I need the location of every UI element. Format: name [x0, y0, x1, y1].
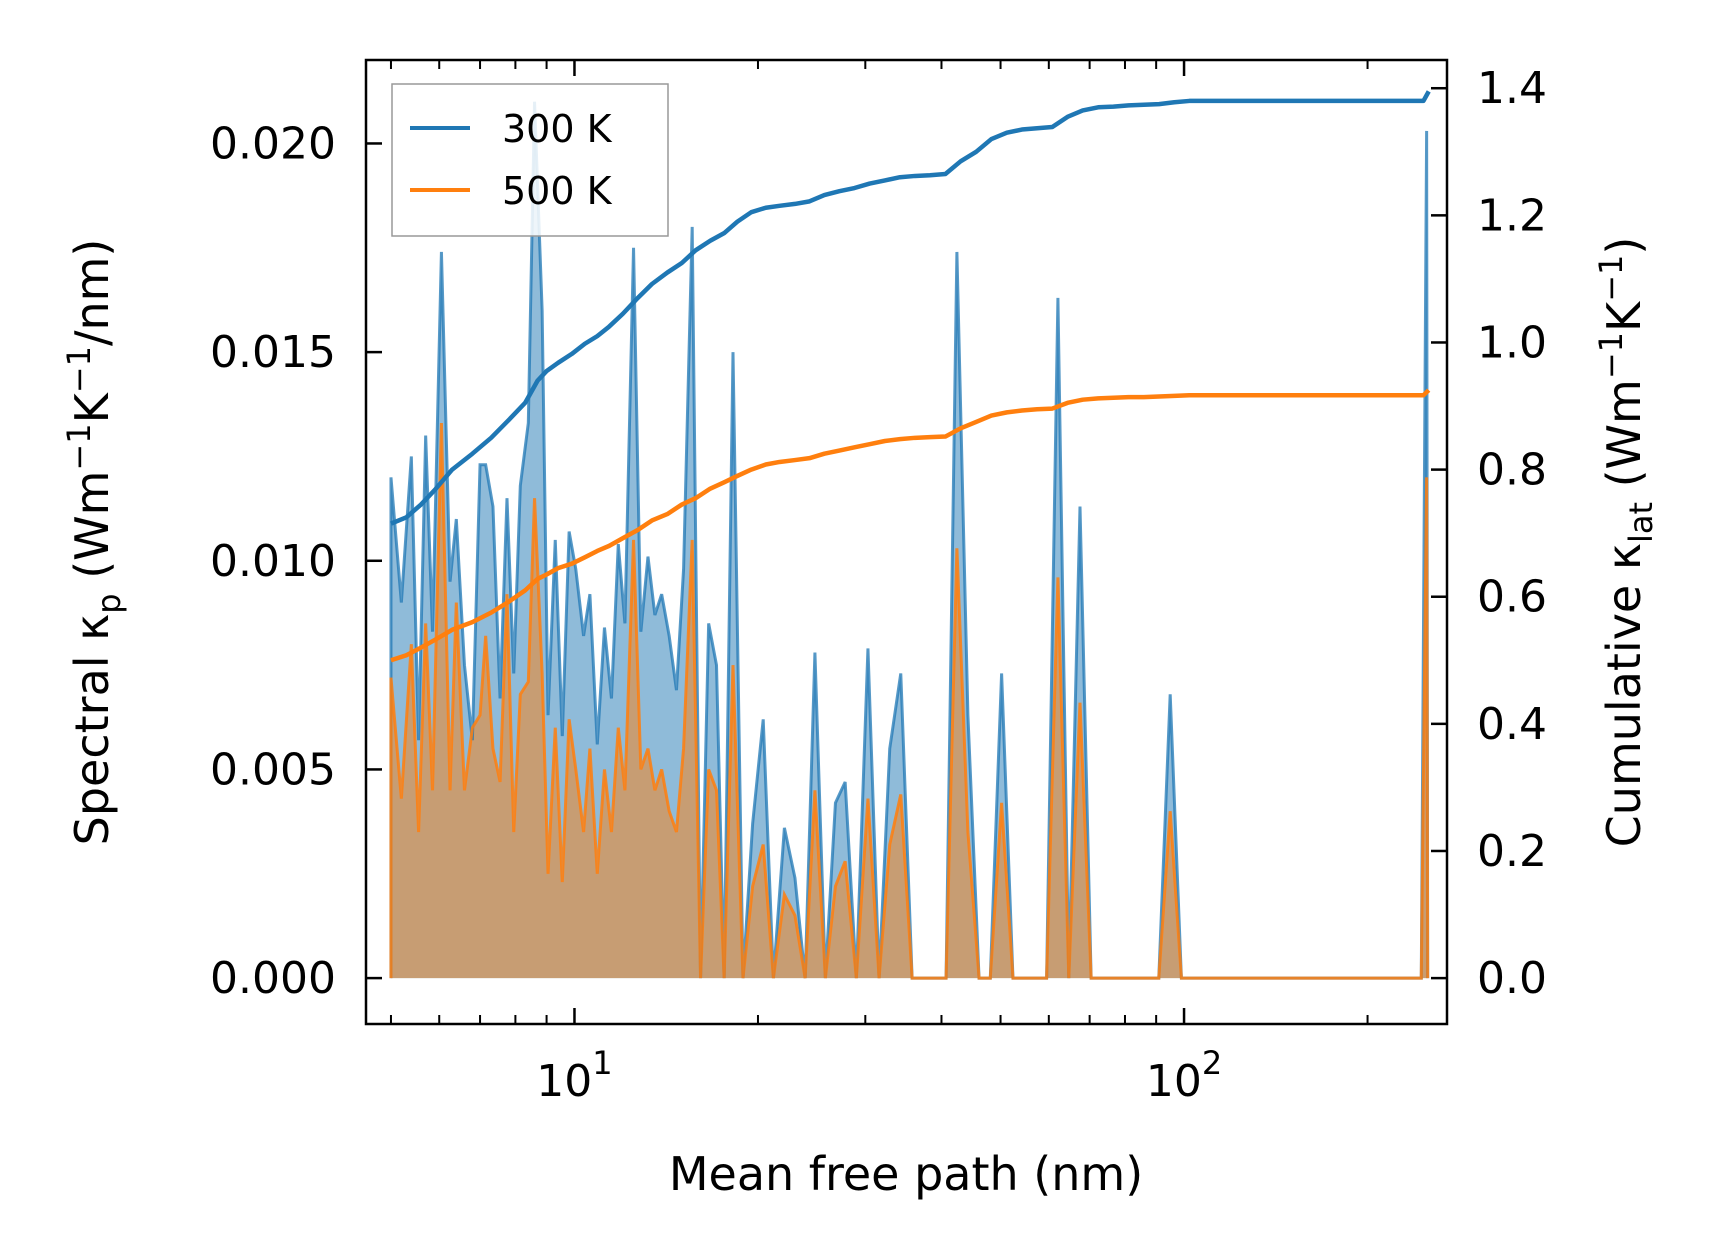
legend-label-500k: 500 K — [502, 169, 613, 213]
tick-labels: 101 102 0.000 0.005 0.010 0.015 0.020 0.0 0.2 0.4… — [210, 63, 1547, 1107]
y-left-tick-label: 0.020 — [210, 118, 336, 169]
y-right-tick-label: 0.2 — [1477, 826, 1547, 877]
y-left-tick-label: 0.010 — [210, 536, 336, 587]
y-right-tick-label: 0.6 — [1477, 572, 1547, 623]
y-right-tick-label: 1.2 — [1477, 190, 1547, 241]
y-right-tick-label: 0.0 — [1477, 953, 1547, 1004]
y-right-tick-label: 1.4 — [1477, 63, 1547, 114]
y-right-tick-label: 0.8 — [1477, 445, 1547, 496]
legend-label-300k: 300 K — [502, 107, 613, 151]
y-axis-right-title: Cumulative κlat (Wm−1K−1) — [1592, 237, 1660, 848]
y-right-tick-label: 1.0 — [1477, 317, 1547, 368]
series-lines — [389, 90, 1431, 980]
spectral-500k-line — [389, 423, 1430, 980]
plot-frame — [364, 58, 1449, 1026]
y-axis-left-title: Spectral κp (Wm−1K−1/nm) — [60, 239, 128, 846]
x-axis-title: Mean free path (nm) — [669, 1147, 1143, 1201]
y-right-tick-label: 0.4 — [1477, 699, 1547, 750]
legend-box — [391, 83, 669, 237]
cumulative-300k-line — [390, 90, 1431, 526]
y-left-tick-label: 0.000 — [210, 953, 336, 1004]
cumulative-500k-line — [390, 388, 1431, 663]
x-tick-label: 102 — [1146, 1044, 1222, 1107]
y-left-tick-label: 0.005 — [210, 744, 336, 795]
x-tick-label: 101 — [536, 1044, 612, 1107]
tick-marks — [366, 60, 1447, 1024]
y-left-tick-label: 0.015 — [210, 327, 336, 378]
legend: 300 K 500 K — [391, 83, 669, 237]
